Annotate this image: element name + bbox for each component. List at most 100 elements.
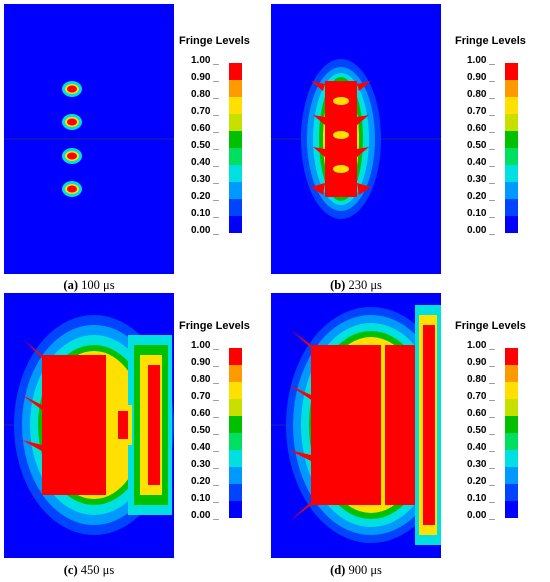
colorbar-swatch	[229, 467, 242, 484]
colorbar-swatch	[229, 433, 242, 450]
colorbar-swatch	[505, 148, 518, 165]
legend-tick-label: 0.30 _	[191, 459, 219, 470]
legend-tick-label: 0.30 _	[467, 174, 495, 185]
legend-tick-label: 0.00 _	[467, 510, 495, 521]
colorbar-swatch	[505, 216, 518, 233]
legend-tick-label: 0.90 _	[467, 72, 495, 83]
contour-plot-d	[271, 293, 441, 558]
legend-tick-label: 0.30 _	[467, 459, 495, 470]
contour-image-b	[271, 4, 441, 274]
colorbar-swatch	[505, 399, 518, 416]
legend-tick-label: 0.60 _	[467, 123, 495, 134]
legend-tick-label: 0.00 _	[467, 225, 495, 236]
legend-ticks: 1.00 _ 0.90 _ 0.80 _ 0.70 _ 0.60 _ 0.50 _ 0.40…	[467, 55, 513, 255]
legend-tick-label: 1.00 _	[191, 55, 219, 66]
legend-title: Fringe Levels	[455, 35, 526, 47]
blast-spots	[62, 81, 82, 197]
legend-tick-label: 0.70 _	[467, 391, 495, 402]
colorbar-swatch	[229, 165, 242, 182]
legend-tick-label: 0.90 _	[191, 72, 219, 83]
colorbar-swatch	[229, 80, 242, 97]
legend-tick-label: 0.70 _	[467, 106, 495, 117]
contour-image-d	[271, 293, 441, 558]
fringe-legend-c: Fringe Levels 1.00 _ 0.90 _ 0.80 _ 0.70 _ 0.…	[179, 320, 269, 530]
legend-tick-label: 0.50 _	[191, 140, 219, 151]
colorbar-swatch	[505, 199, 518, 216]
legend-tick-label: 0.20 _	[191, 476, 219, 487]
fringe-legend-d: Fringe Levels 1.00 _ 0.90 _ 0.80 _ 0.70 _ 0.…	[455, 320, 545, 530]
colorbar-swatch	[229, 365, 242, 382]
legend-tick-label: 0.30 _	[191, 174, 219, 185]
legend-tick-label: 0.50 _	[467, 140, 495, 151]
legend-tick-label: 0.60 _	[191, 408, 219, 419]
contour-plot-a	[4, 4, 174, 274]
legend-tick-label: 0.90 _	[191, 357, 219, 368]
colorbar-swatch	[505, 484, 518, 501]
colorbar-swatch	[505, 182, 518, 199]
legend-tick-label: 0.10 _	[467, 208, 495, 219]
legend-tick-label: 0.20 _	[191, 191, 219, 202]
colorbar-swatch	[229, 399, 242, 416]
colorbar-swatch	[229, 501, 242, 518]
legend-tick-label: 0.40 _	[467, 157, 495, 168]
colorbar-swatch	[229, 416, 242, 433]
legend-ticks: 1.00 _ 0.90 _ 0.80 _ 0.70 _ 0.60 _ 0.50 _ 0.40…	[191, 340, 237, 540]
contour-plot-b	[271, 4, 441, 274]
legend-tick-label: 0.60 _	[191, 123, 219, 134]
caption-d: (d) 900 μs	[330, 563, 382, 577]
colorbar	[229, 63, 242, 233]
legend-title: Fringe Levels	[179, 320, 250, 332]
legend-tick-label: 0.40 _	[467, 442, 495, 453]
legend-tick-label: 0.50 _	[467, 425, 495, 436]
legend-tick-label: 0.00 _	[191, 510, 219, 521]
colorbar-swatch	[229, 199, 242, 216]
legend-tick-label: 0.20 _	[467, 476, 495, 487]
legend-tick-label: 0.50 _	[191, 425, 219, 436]
legend-title: Fringe Levels	[179, 35, 250, 47]
fringe-legend-a: Fringe Levels 1.00 _ 0.90 _ 0.80 _ 0.70 _ 0.…	[179, 35, 269, 245]
legend-tick-label: 0.10 _	[191, 208, 219, 219]
colorbar-swatch	[505, 97, 518, 114]
colorbar-swatch	[229, 348, 242, 365]
legend-tick-label: 0.80 _	[191, 374, 219, 385]
colorbar	[505, 63, 518, 233]
colorbar-swatch	[229, 114, 242, 131]
caption-a: (a) 100 μs	[63, 278, 115, 292]
contour-image-c	[4, 293, 174, 558]
colorbar-swatch	[505, 382, 518, 399]
legend-tick-label: 0.80 _	[467, 374, 495, 385]
colorbar	[505, 348, 518, 518]
legend-tick-label: 0.70 _	[191, 106, 219, 117]
legend-tick-label: 1.00 _	[191, 340, 219, 351]
contour-image-a	[4, 4, 174, 274]
colorbar-swatch	[229, 450, 242, 467]
colorbar	[229, 348, 242, 518]
colorbar-swatch	[505, 165, 518, 182]
legend-tick-label: 1.00 _	[467, 55, 495, 66]
legend-tick-label: 0.20 _	[467, 191, 495, 202]
colorbar-swatch	[505, 348, 518, 365]
legend-ticks: 1.00 _ 0.90 _ 0.80 _ 0.70 _ 0.60 _ 0.50 _ 0.40…	[467, 340, 513, 540]
colorbar-swatch	[229, 182, 242, 199]
fringe-legend-b: Fringe Levels 1.00 _ 0.90 _ 0.80 _ 0.70 _ 0.…	[455, 35, 545, 245]
legend-tick-label: 0.90 _	[467, 357, 495, 368]
colorbar-swatch	[505, 450, 518, 467]
colorbar-swatch	[229, 131, 242, 148]
legend-tick-label: 1.00 _	[467, 340, 495, 351]
legend-tick-label: 0.80 _	[467, 89, 495, 100]
contour-plot-c	[4, 293, 174, 558]
legend-title: Fringe Levels	[455, 320, 526, 332]
colorbar-swatch	[229, 148, 242, 165]
legend-ticks: 1.00 _ 0.90 _ 0.80 _ 0.70 _ 0.60 _ 0.50 _ 0.40…	[191, 55, 237, 255]
colorbar-swatch	[229, 63, 242, 80]
legend-tick-label: 0.40 _	[191, 442, 219, 453]
colorbar-swatch	[505, 365, 518, 382]
legend-tick-label: 0.10 _	[191, 493, 219, 504]
colorbar-swatch	[505, 467, 518, 484]
legend-tick-label: 0.10 _	[467, 493, 495, 504]
caption-b: (b) 230 μs	[330, 278, 382, 292]
colorbar-swatch	[229, 216, 242, 233]
colorbar-swatch	[229, 382, 242, 399]
colorbar-swatch	[505, 114, 518, 131]
legend-tick-label: 0.60 _	[467, 408, 495, 419]
